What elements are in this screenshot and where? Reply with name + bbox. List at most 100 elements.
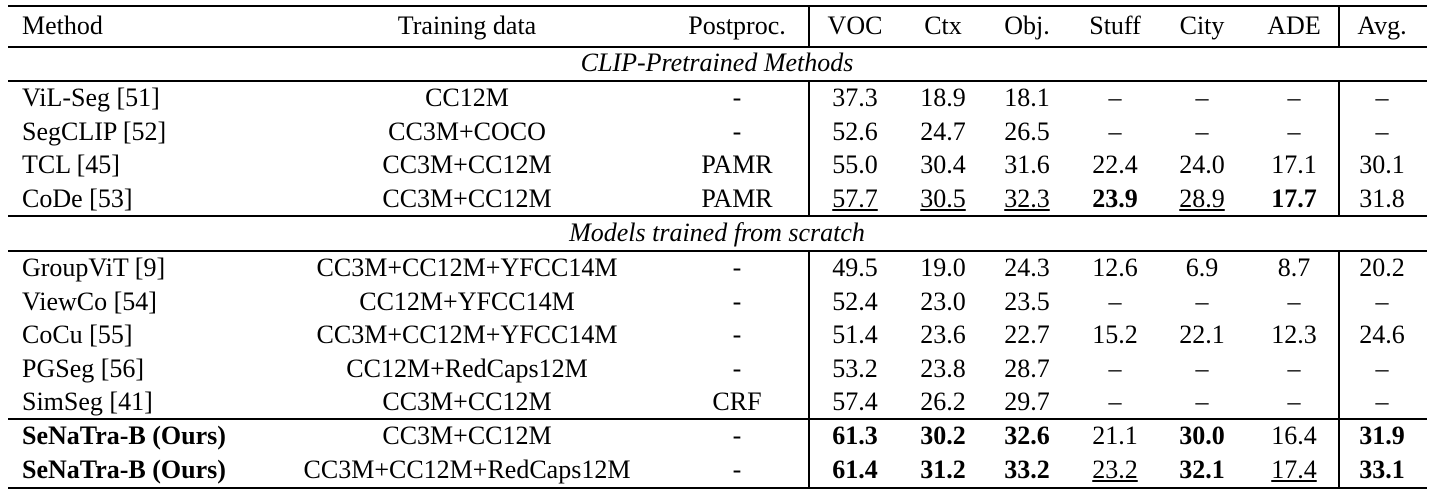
table-cell: 28.7 [1004, 353, 1050, 383]
table-cell: CC3M+CC12M [382, 421, 552, 450]
table-cell: 15.2 [1092, 320, 1138, 350]
table-cell: 32.1 [1179, 454, 1225, 484]
header-cell: Obj. [1004, 11, 1050, 40]
rule [8, 46, 1427, 48]
rule [8, 80, 1427, 82]
table-cell: TCL [45] [22, 150, 120, 180]
table-cell: 33.1 [1359, 454, 1405, 484]
table-cell: 18.1 [1004, 83, 1050, 112]
table-cell: – [1195, 116, 1209, 146]
table-cell: 51.4 [832, 320, 878, 350]
table-cell: 53.2 [832, 353, 878, 383]
table-cell: 31.2 [920, 454, 966, 484]
header-cell: VOC [827, 11, 883, 40]
column-rule [1338, 7, 1340, 46]
section-title: Models trained from scratch [569, 218, 865, 247]
table-cell: 31.9 [1359, 421, 1405, 450]
table-cell: – [1195, 387, 1209, 417]
column-rule [808, 7, 810, 46]
table-cell: – [1108, 353, 1122, 383]
table-cell: 30.2 [920, 421, 966, 450]
table-cell: – [1375, 387, 1389, 417]
header-cell: Method [22, 11, 103, 40]
table-cell: 29.7 [1004, 387, 1050, 417]
rule [8, 487, 1427, 489]
table-cell: ViewCo [54] [22, 286, 157, 316]
table-cell: 26.5 [1004, 116, 1050, 146]
table-cell: 24.6 [1359, 320, 1405, 350]
table-cell: 23.5 [1004, 286, 1050, 316]
table-cell: 61.3 [832, 421, 878, 450]
table-cell: SeNaTra-B (Ours) [22, 421, 226, 450]
column-rule [808, 251, 810, 487]
table-cell: SegCLIP [52] [22, 116, 167, 146]
table-cell: 12.3 [1271, 320, 1317, 350]
table-cell: 24.0 [1179, 150, 1225, 180]
table-cell: CC12M+YFCC14M [359, 286, 575, 316]
table-cell: 17.7 [1271, 183, 1317, 213]
table-cell: – [1195, 83, 1209, 112]
header-cell: Avg. [1357, 11, 1407, 40]
table-cell: – [1287, 353, 1301, 383]
table-cell: 23.6 [920, 320, 966, 350]
header-cell: Stuff [1089, 11, 1141, 40]
table-cell: – [1287, 83, 1301, 112]
table-cell: 22.7 [1004, 320, 1050, 350]
table-cell: - [732, 421, 742, 450]
table-cell: 57.4 [832, 387, 878, 417]
table-cell: PAMR [701, 183, 773, 213]
table-cell: CC12M+RedCaps12M [346, 353, 588, 383]
table-cell: CoDe [53] [22, 183, 133, 213]
table-cell: – [1375, 286, 1389, 316]
table-cell: 32.6 [1004, 421, 1050, 450]
rule [8, 418, 1427, 420]
table-cell: 22.4 [1092, 150, 1138, 180]
table-cell: – [1108, 116, 1122, 146]
table-cell: - [732, 320, 742, 350]
table-cell: – [1287, 116, 1301, 146]
table-cell: SeNaTra-B (Ours) [22, 454, 226, 484]
table-cell: CC3M+CC12M [382, 150, 552, 180]
rule [8, 215, 1427, 217]
table-cell: – [1108, 286, 1122, 316]
table-cell: 24.3 [1004, 253, 1050, 282]
table-cell: 57.7 [832, 183, 878, 213]
table-cell: 28.9 [1179, 183, 1225, 213]
table-cell: CC3M+CC12M+YFCC14M [316, 253, 618, 282]
table-cell: – [1375, 116, 1389, 146]
table-cell: CRF [712, 387, 762, 417]
table-cell: CC3M+CC12M [382, 183, 552, 213]
table-cell: PGSeg [56] [22, 353, 145, 383]
table-cell: 52.4 [832, 286, 878, 316]
table-cell: 61.4 [832, 454, 878, 484]
table-cell: GroupViT [9] [22, 253, 166, 282]
table-cell: 30.4 [920, 150, 966, 180]
column-rule [1338, 81, 1340, 215]
table-cell: - [732, 454, 742, 484]
table-cell: 18.9 [920, 83, 966, 112]
table-cell: ViL-Seg [51] [22, 83, 160, 112]
section-title: CLIP-Pretrained Methods [580, 48, 854, 77]
table-cell: - [732, 116, 742, 146]
table-cell: 37.3 [832, 83, 878, 112]
table-cell: 52.6 [832, 116, 878, 146]
header-cell: Ctx [924, 11, 962, 40]
table-cell: CC12M [425, 83, 509, 112]
header-cell: ADE [1267, 11, 1321, 40]
rule [8, 250, 1427, 252]
table-cell: 21.1 [1092, 421, 1138, 450]
table-cell: – [1287, 387, 1301, 417]
column-rule [1338, 251, 1340, 487]
table-cell: PAMR [701, 150, 773, 180]
table-cell: 31.6 [1004, 150, 1050, 180]
table-cell: 19.0 [920, 253, 966, 282]
table-cell: CoCu [55] [22, 320, 133, 350]
table-cell: 6.9 [1185, 253, 1219, 282]
table-cell: – [1195, 286, 1209, 316]
table-cell: 16.4 [1271, 421, 1317, 450]
table-cell: - [732, 83, 742, 112]
table-cell: 17.1 [1271, 150, 1317, 180]
table-cell: 20.2 [1359, 253, 1405, 282]
table-cell: 22.1 [1179, 320, 1225, 350]
